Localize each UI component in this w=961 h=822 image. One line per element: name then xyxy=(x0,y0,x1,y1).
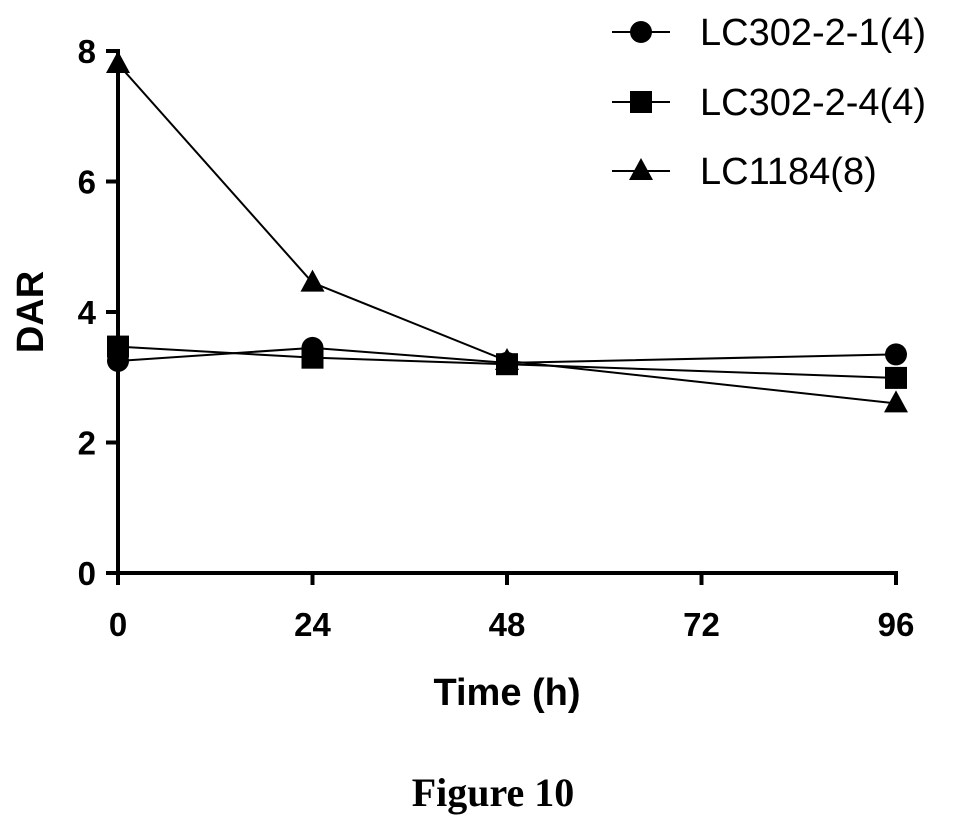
x-tick-label: 0 xyxy=(109,606,127,643)
legend-marker-triangle xyxy=(629,158,653,180)
data-point-triangle xyxy=(495,347,519,370)
series-line-square xyxy=(117,345,897,379)
y-axis-title: DAR xyxy=(10,271,52,353)
y-axis-ticks: 0 2 4 6 8 xyxy=(78,33,118,592)
y-tick-label: 0 xyxy=(78,555,96,592)
x-tick-label: 72 xyxy=(683,606,720,643)
data-point-triangle xyxy=(884,390,908,413)
legend-label: LC302-2-4(4) xyxy=(700,82,926,124)
legend-marker-square xyxy=(630,91,652,113)
legend-label: LC1184(8) xyxy=(700,151,877,193)
x-tick-label: 48 xyxy=(489,606,526,643)
x-tick-label: 24 xyxy=(294,606,331,643)
legend-marker-circle xyxy=(630,21,652,43)
figure-caption: Figure 10 xyxy=(412,770,575,815)
series-line-triangle xyxy=(117,63,897,405)
legend-label: LC302-2-1(4) xyxy=(700,12,926,54)
x-tick-label: 96 xyxy=(878,606,915,643)
data-point-square xyxy=(301,346,324,369)
data-point-circle xyxy=(885,343,907,366)
y-tick-label: 2 xyxy=(78,425,96,462)
data-point-triangle xyxy=(300,269,325,292)
x-axis-ticks: 0 24 48 72 96 xyxy=(109,573,915,643)
x-axis-title: Time (h) xyxy=(433,672,580,714)
series-lines xyxy=(117,63,897,405)
y-tick-label: 4 xyxy=(78,294,97,331)
legend: LC302-2-1(4) LC302-2-4(4) LC1184(8) xyxy=(612,12,926,193)
series-line-circle xyxy=(117,346,897,364)
data-point-square xyxy=(885,366,907,389)
y-tick-label: 8 xyxy=(78,33,96,70)
y-tick-label: 6 xyxy=(78,164,96,201)
